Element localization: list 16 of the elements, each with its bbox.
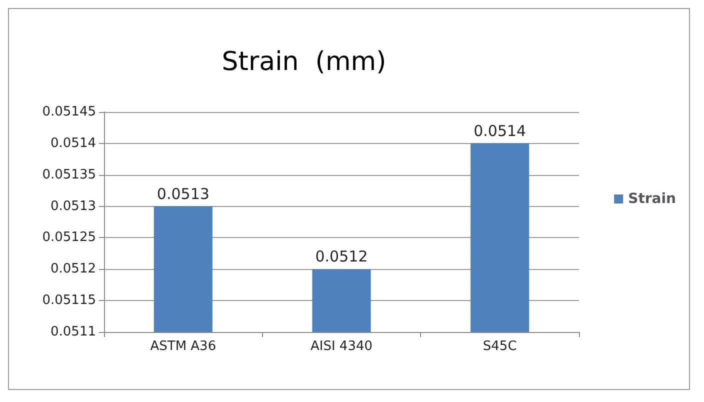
x-tick-label: ASTM A36 [150,339,216,354]
chart-title: Strain (mm) [222,47,386,77]
x-tick-label: S45C [482,339,517,354]
y-tick-label: 0.05145 [42,104,96,120]
y-tick-label: 0.05115 [42,293,96,308]
x-tick-label: AISI 4340 [310,339,373,354]
y-tick-label: 0.0511 [50,324,96,340]
data-label: 0.0512 [315,248,368,266]
y-tick-label: 0.05135 [42,167,96,182]
y-tick-label: 0.0513 [50,198,96,214]
legend-label: Strain [628,191,676,207]
data-label: 0.0514 [474,122,526,140]
data-label: 0.0513 [156,184,210,203]
y-tick-label: 0.05125 [42,230,96,246]
y-tick-label: 0.0512 [50,262,96,277]
y-tick-label: 0.0514 [50,136,96,151]
